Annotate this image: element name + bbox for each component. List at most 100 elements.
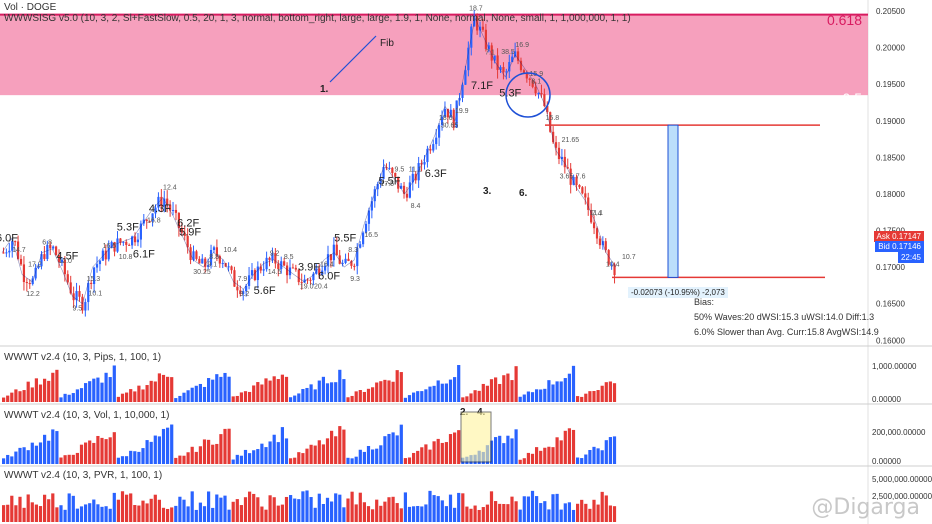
histogram-bar — [588, 449, 592, 464]
candle-body — [69, 282, 72, 294]
histogram-bar — [526, 496, 530, 522]
histogram-bar — [473, 505, 477, 522]
price-tick-label: 0.20000 — [876, 44, 905, 53]
candle-body — [438, 125, 441, 138]
histogram-bar — [92, 378, 96, 402]
histogram-bar — [120, 393, 125, 402]
histogram-bar — [403, 397, 407, 402]
wave-label: 16.8 — [147, 218, 161, 225]
histogram-bar — [387, 497, 391, 522]
histogram-bar — [559, 509, 563, 522]
candle-body — [72, 293, 75, 301]
histogram-bar — [108, 377, 112, 402]
histogram-bar — [489, 379, 494, 402]
candle-body — [607, 250, 610, 265]
histogram-bar — [391, 381, 395, 402]
wave-label: 6.3F — [425, 168, 447, 180]
histogram-bar — [403, 458, 407, 464]
wave-label: 11.1 — [590, 210, 603, 217]
wave-label: 5.3F — [499, 87, 521, 99]
candle-body — [154, 207, 157, 214]
wave-label: 5.5F — [334, 232, 356, 244]
histogram-bar — [30, 502, 34, 522]
histogram-bar — [584, 454, 588, 464]
candle-body — [613, 264, 616, 276]
histogram-bar — [108, 508, 112, 522]
histogram-bar — [612, 506, 617, 522]
histogram-bar — [567, 502, 571, 522]
histogram-bar — [588, 508, 592, 522]
histogram-bar — [63, 509, 67, 522]
histogram-bar — [239, 392, 243, 402]
candle-body — [75, 291, 78, 301]
histogram-bar — [481, 383, 485, 402]
candle-body — [215, 247, 218, 257]
histogram-bar — [391, 496, 395, 522]
fib-arrow — [329, 35, 377, 83]
histogram-bar — [243, 449, 248, 464]
candle-body — [595, 228, 599, 239]
candle-body — [192, 251, 195, 261]
histogram-bar — [547, 446, 551, 464]
histogram-bar — [420, 506, 424, 522]
histogram-bar — [608, 381, 612, 402]
wave-label: 5.6F — [254, 285, 276, 297]
candle-body — [183, 232, 186, 236]
candle-body — [432, 144, 435, 151]
histogram-bar — [260, 443, 264, 464]
histogram-bar — [219, 376, 223, 402]
histogram-bar — [84, 383, 88, 402]
annotation-label: 1. — [320, 84, 329, 95]
wave-label: 3.65 — [560, 174, 574, 181]
histogram-bar — [227, 509, 231, 522]
histogram-bar — [207, 378, 211, 402]
candle-body — [554, 142, 558, 148]
candle-body — [98, 260, 102, 265]
histogram-bar — [248, 453, 252, 464]
histogram-bar — [67, 493, 71, 522]
histogram-bar — [2, 458, 6, 464]
histogram-bar — [592, 446, 596, 464]
candle-body — [604, 241, 607, 251]
wave-label: 4.3F — [149, 203, 171, 215]
histogram-bar — [108, 437, 112, 464]
histogram-bar — [63, 393, 67, 402]
histogram-bar — [301, 453, 305, 464]
candle-body — [54, 246, 58, 256]
price-tick-label: 0.20500 — [876, 7, 905, 16]
histogram-bar — [461, 493, 465, 522]
histogram-bar — [38, 384, 43, 402]
wave-label: 17.2 — [28, 261, 42, 268]
price-tick-label: 0.19500 — [876, 80, 905, 89]
histogram-bar — [313, 389, 317, 402]
histogram-bar — [26, 450, 30, 464]
histogram-bar — [161, 374, 166, 402]
histogram-bar — [248, 491, 252, 522]
histogram-bar — [145, 440, 149, 464]
candle-body — [233, 270, 236, 287]
histogram-bar — [186, 506, 190, 522]
histogram-bar — [567, 428, 571, 464]
histogram-bar — [596, 504, 600, 522]
candle-body — [160, 196, 163, 207]
histogram-bar — [79, 444, 84, 464]
histogram-bar — [506, 504, 510, 522]
candle-body — [540, 93, 543, 95]
histogram-bar — [448, 494, 453, 522]
histogram-bar — [403, 492, 407, 522]
histogram-bar — [522, 496, 526, 522]
histogram-bar — [535, 496, 539, 522]
histogram-bar — [358, 390, 362, 402]
histogram-bar — [231, 501, 235, 522]
histogram-bar — [338, 369, 342, 402]
ask-value: 0.17147 — [892, 232, 921, 241]
histogram-bar — [551, 447, 555, 464]
histogram-bar — [84, 504, 88, 522]
histogram-bar — [530, 453, 535, 464]
candle-body — [128, 244, 131, 246]
histogram-bar — [350, 491, 354, 522]
histogram-bar — [563, 378, 567, 402]
pvr-panel-title: WWWT v2.4 (10, 3, PVR, 1, 100, 1) — [4, 470, 163, 481]
wave-label: 18.7 — [469, 5, 483, 12]
histogram-bar — [379, 445, 383, 464]
